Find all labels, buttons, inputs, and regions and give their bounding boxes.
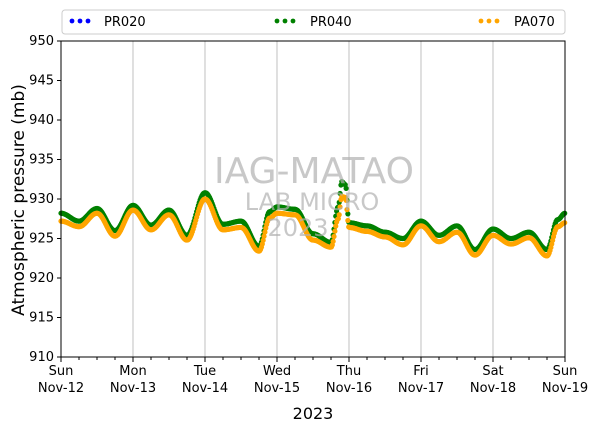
- x-tick-label-day: Sun: [49, 364, 74, 379]
- y-axis-title: Atmospheric pressure (mb): [9, 84, 29, 316]
- data-point-pa070: [331, 233, 337, 240]
- data-point-pa070: [345, 217, 351, 224]
- x-tick-label-day: Sun: [553, 364, 578, 379]
- x-tick-label-date: Nov-13: [110, 381, 156, 396]
- legend-label-pr020: PR020: [104, 15, 146, 30]
- data-point-pa070: [335, 216, 341, 222]
- legend-item-1: PR040: [274, 15, 352, 30]
- x-tick-label-day: Thu: [336, 364, 361, 379]
- y-tick-label: 910: [29, 350, 54, 365]
- x-axis-title: 2023: [293, 404, 334, 423]
- legend-box: [61, 9, 566, 35]
- x-tick-label-date: Nov-17: [398, 381, 444, 396]
- x-tick-label-date: Nov-12: [38, 381, 84, 396]
- y-tick-label: 950: [29, 34, 54, 49]
- legend-label-pa070: PA070: [514, 15, 555, 30]
- watermark: IAG-MATAO LAB MICRO 2023: [214, 151, 414, 242]
- watermark-line2: LAB MICRO: [245, 188, 380, 216]
- x-tick-label-day: Mon: [119, 364, 146, 379]
- data-point-pa070: [343, 197, 349, 203]
- data-points: [58, 179, 568, 259]
- legend-item-2: PA070: [478, 15, 555, 30]
- y-tick-label: 935: [29, 153, 54, 168]
- data-point-pa070: [262, 229, 268, 235]
- data-point-pa070: [261, 233, 267, 239]
- y-tick-label: 940: [29, 113, 54, 128]
- data-point-pa070: [337, 204, 343, 210]
- data-point-pr040: [345, 211, 351, 217]
- x-tick-label-day: Wed: [263, 364, 291, 379]
- x-tick-label-date: Nov-18: [470, 381, 516, 396]
- data-point-pr040: [343, 185, 349, 191]
- watermark-line1: IAG-MATAO: [214, 151, 414, 192]
- data-point-pa070: [260, 237, 266, 243]
- x-tick-label-day: Fri: [413, 364, 429, 379]
- y-axis-ticks: 910 915 920 925 930 935 940 945 950: [29, 34, 61, 365]
- data-point-pa070: [336, 212, 342, 218]
- x-tick-label-date: Nov-19: [542, 381, 588, 396]
- y-tick-label: 915: [29, 311, 54, 326]
- data-point-pa070: [333, 223, 339, 229]
- x-tick-label-date: Nov-14: [182, 381, 228, 396]
- x-axis-ticks: Sun Nov-12 Mon Nov-13 Tue Nov-14 Wed Nov-15 Thu N…: [38, 357, 588, 396]
- data-point-pa070: [344, 207, 350, 213]
- x-tick-label-day: Tue: [193, 364, 216, 379]
- y-tick-label: 945: [29, 74, 54, 89]
- y-tick-label: 930: [29, 192, 54, 207]
- legend-item-0: PR020: [69, 15, 146, 30]
- x-tick-label-date: Nov-15: [254, 381, 300, 396]
- data-point-pa070: [330, 238, 336, 244]
- y-tick-label: 925: [29, 232, 54, 247]
- x-tick-label-date: Nov-16: [326, 381, 372, 396]
- y-tick-label: 920: [29, 271, 54, 286]
- data-point-pa070: [332, 228, 338, 234]
- legend-label-pr040: PR040: [310, 15, 352, 30]
- watermark-line3: 2023: [267, 214, 328, 242]
- x-tick-label-day: Sat: [482, 364, 503, 379]
